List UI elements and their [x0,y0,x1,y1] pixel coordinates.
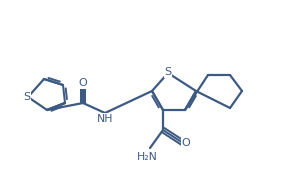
Text: NH: NH [97,114,113,124]
Text: S: S [24,92,31,102]
Text: H₂N: H₂N [136,152,157,162]
Text: O: O [181,138,190,148]
Text: S: S [164,67,172,77]
Text: O: O [79,78,87,88]
